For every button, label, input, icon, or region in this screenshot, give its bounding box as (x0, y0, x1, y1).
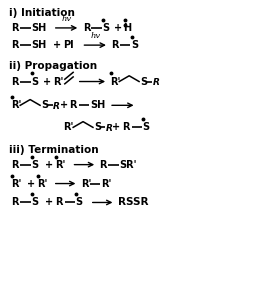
Text: SH: SH (90, 100, 105, 110)
Text: +: + (45, 198, 53, 207)
Text: i) Initiation: i) Initiation (8, 8, 74, 18)
Text: S: S (31, 160, 38, 170)
Text: R: R (122, 122, 130, 132)
Text: +: + (27, 179, 35, 189)
Text: S: S (31, 198, 38, 207)
Text: S: S (102, 23, 110, 33)
Text: R: R (99, 160, 107, 170)
Text: R': R' (101, 179, 111, 189)
Text: R': R' (11, 179, 21, 189)
Text: R': R' (37, 179, 48, 189)
Text: +: + (59, 100, 68, 110)
Text: R: R (106, 124, 113, 133)
Text: S: S (75, 198, 83, 207)
Text: hv: hv (90, 32, 100, 40)
Text: S: S (131, 40, 138, 50)
Text: +: + (45, 160, 53, 170)
Text: R': R' (63, 122, 74, 132)
Text: R: R (153, 78, 160, 88)
Text: SR': SR' (119, 160, 137, 170)
Text: S: S (94, 122, 101, 132)
Text: R: R (11, 198, 19, 207)
Text: RSSR: RSSR (118, 198, 149, 207)
Text: R: R (56, 198, 63, 207)
Text: R: R (11, 40, 19, 50)
Text: H: H (123, 23, 131, 33)
Text: R: R (111, 40, 119, 50)
Text: ii) Propagation: ii) Propagation (8, 61, 97, 71)
Text: hv: hv (61, 15, 72, 23)
Text: S: S (143, 122, 150, 132)
Text: S: S (31, 77, 38, 86)
Text: R': R' (55, 160, 65, 170)
Text: +: + (112, 122, 121, 132)
Text: R': R' (53, 77, 63, 86)
Text: PI: PI (63, 40, 74, 50)
Text: +: + (43, 77, 51, 86)
Text: R: R (11, 160, 19, 170)
Text: +: + (53, 40, 61, 50)
Text: R': R' (81, 179, 91, 189)
Text: S: S (41, 100, 48, 110)
Text: R: R (11, 23, 19, 33)
Text: R: R (83, 23, 90, 33)
Text: R: R (53, 102, 60, 111)
Text: SH: SH (31, 23, 47, 33)
Text: R: R (69, 100, 77, 110)
Text: +: + (114, 23, 122, 33)
Text: R': R' (11, 100, 21, 110)
Text: S: S (140, 77, 148, 86)
Text: iii) Termination: iii) Termination (8, 145, 98, 155)
Text: R: R (11, 77, 19, 86)
Text: R': R' (110, 77, 121, 86)
Text: SH: SH (31, 40, 47, 50)
